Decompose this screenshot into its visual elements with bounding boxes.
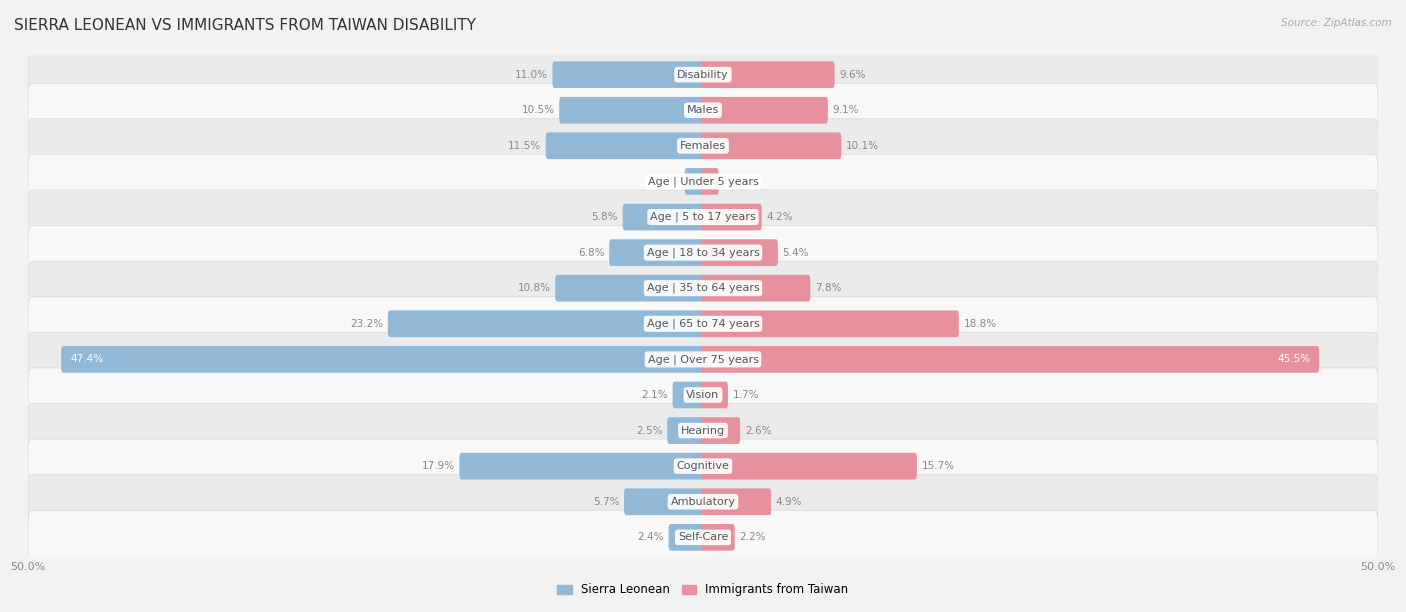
Text: Hearing: Hearing bbox=[681, 425, 725, 436]
FancyBboxPatch shape bbox=[62, 346, 704, 373]
Text: 2.5%: 2.5% bbox=[636, 425, 662, 436]
FancyBboxPatch shape bbox=[28, 332, 1378, 386]
Text: 18.8%: 18.8% bbox=[963, 319, 997, 329]
FancyBboxPatch shape bbox=[702, 382, 728, 408]
Text: 2.2%: 2.2% bbox=[740, 532, 766, 542]
Text: 6.8%: 6.8% bbox=[578, 248, 605, 258]
Text: 2.4%: 2.4% bbox=[637, 532, 664, 542]
Text: 7.8%: 7.8% bbox=[815, 283, 842, 293]
FancyBboxPatch shape bbox=[685, 168, 704, 195]
FancyBboxPatch shape bbox=[28, 226, 1378, 280]
Text: 10.8%: 10.8% bbox=[517, 283, 551, 293]
Text: Ambulatory: Ambulatory bbox=[671, 497, 735, 507]
FancyBboxPatch shape bbox=[702, 204, 762, 230]
FancyBboxPatch shape bbox=[702, 132, 841, 159]
FancyBboxPatch shape bbox=[702, 417, 740, 444]
FancyBboxPatch shape bbox=[28, 475, 1378, 529]
Text: 9.6%: 9.6% bbox=[839, 70, 866, 80]
Text: Age | 5 to 17 years: Age | 5 to 17 years bbox=[650, 212, 756, 222]
FancyBboxPatch shape bbox=[702, 524, 735, 551]
FancyBboxPatch shape bbox=[624, 488, 704, 515]
Text: 11.0%: 11.0% bbox=[515, 70, 548, 80]
Text: 4.2%: 4.2% bbox=[766, 212, 793, 222]
Text: 1.0%: 1.0% bbox=[723, 176, 749, 187]
Text: Age | 18 to 34 years: Age | 18 to 34 years bbox=[647, 247, 759, 258]
FancyBboxPatch shape bbox=[560, 97, 704, 124]
Text: 45.5%: 45.5% bbox=[1277, 354, 1310, 364]
Text: 11.5%: 11.5% bbox=[508, 141, 541, 151]
FancyBboxPatch shape bbox=[28, 154, 1378, 209]
FancyBboxPatch shape bbox=[609, 239, 704, 266]
FancyBboxPatch shape bbox=[28, 368, 1378, 422]
Text: 23.2%: 23.2% bbox=[350, 319, 382, 329]
Text: 4.9%: 4.9% bbox=[776, 497, 803, 507]
Text: Cognitive: Cognitive bbox=[676, 461, 730, 471]
FancyBboxPatch shape bbox=[28, 83, 1378, 137]
FancyBboxPatch shape bbox=[702, 275, 810, 302]
Text: SIERRA LEONEAN VS IMMIGRANTS FROM TAIWAN DISABILITY: SIERRA LEONEAN VS IMMIGRANTS FROM TAIWAN… bbox=[14, 18, 477, 34]
FancyBboxPatch shape bbox=[28, 190, 1378, 244]
FancyBboxPatch shape bbox=[702, 61, 835, 88]
Text: Females: Females bbox=[681, 141, 725, 151]
FancyBboxPatch shape bbox=[28, 48, 1378, 102]
FancyBboxPatch shape bbox=[702, 488, 770, 515]
FancyBboxPatch shape bbox=[388, 310, 704, 337]
Text: 10.5%: 10.5% bbox=[522, 105, 554, 115]
Text: Age | Over 75 years: Age | Over 75 years bbox=[648, 354, 758, 365]
Text: 15.7%: 15.7% bbox=[922, 461, 955, 471]
Text: Age | 35 to 64 years: Age | 35 to 64 years bbox=[647, 283, 759, 294]
FancyBboxPatch shape bbox=[668, 417, 704, 444]
FancyBboxPatch shape bbox=[28, 403, 1378, 458]
Text: Self-Care: Self-Care bbox=[678, 532, 728, 542]
Text: Source: ZipAtlas.com: Source: ZipAtlas.com bbox=[1281, 18, 1392, 28]
FancyBboxPatch shape bbox=[555, 275, 704, 302]
FancyBboxPatch shape bbox=[623, 204, 704, 230]
FancyBboxPatch shape bbox=[702, 453, 917, 480]
FancyBboxPatch shape bbox=[28, 261, 1378, 315]
FancyBboxPatch shape bbox=[672, 382, 704, 408]
FancyBboxPatch shape bbox=[28, 439, 1378, 493]
FancyBboxPatch shape bbox=[702, 310, 959, 337]
Text: Disability: Disability bbox=[678, 70, 728, 80]
Text: Age | Under 5 years: Age | Under 5 years bbox=[648, 176, 758, 187]
FancyBboxPatch shape bbox=[702, 97, 828, 124]
Text: 2.1%: 2.1% bbox=[641, 390, 668, 400]
FancyBboxPatch shape bbox=[28, 510, 1378, 564]
Text: 1.7%: 1.7% bbox=[733, 390, 759, 400]
Legend: Sierra Leonean, Immigrants from Taiwan: Sierra Leonean, Immigrants from Taiwan bbox=[558, 583, 848, 596]
FancyBboxPatch shape bbox=[669, 524, 704, 551]
Text: 47.4%: 47.4% bbox=[70, 354, 103, 364]
Text: 5.8%: 5.8% bbox=[592, 212, 619, 222]
Text: 2.6%: 2.6% bbox=[745, 425, 772, 436]
Text: 5.4%: 5.4% bbox=[783, 248, 808, 258]
Text: 9.1%: 9.1% bbox=[832, 105, 859, 115]
Text: Vision: Vision bbox=[686, 390, 720, 400]
Text: 17.9%: 17.9% bbox=[422, 461, 454, 471]
Text: 5.7%: 5.7% bbox=[593, 497, 619, 507]
Text: 10.1%: 10.1% bbox=[846, 141, 879, 151]
FancyBboxPatch shape bbox=[702, 239, 778, 266]
FancyBboxPatch shape bbox=[28, 297, 1378, 351]
FancyBboxPatch shape bbox=[460, 453, 704, 480]
FancyBboxPatch shape bbox=[702, 168, 718, 195]
Text: 1.2%: 1.2% bbox=[654, 176, 681, 187]
FancyBboxPatch shape bbox=[553, 61, 704, 88]
FancyBboxPatch shape bbox=[546, 132, 704, 159]
Text: Males: Males bbox=[688, 105, 718, 115]
Text: Age | 65 to 74 years: Age | 65 to 74 years bbox=[647, 318, 759, 329]
FancyBboxPatch shape bbox=[702, 346, 1319, 373]
FancyBboxPatch shape bbox=[28, 119, 1378, 173]
